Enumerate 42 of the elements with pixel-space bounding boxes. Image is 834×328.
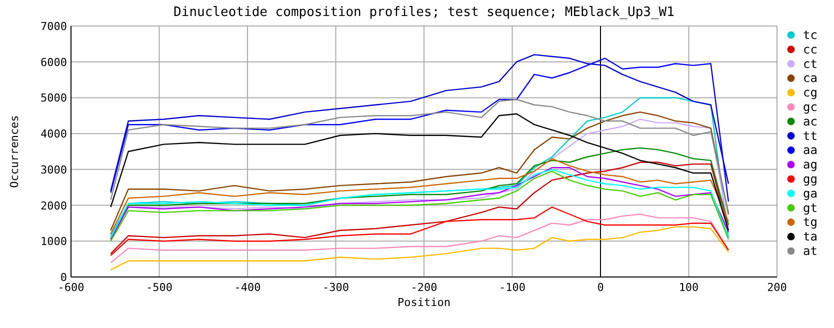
x-tick-label: 0 (597, 281, 604, 294)
legend-label: ac (803, 114, 818, 128)
legend-label: tg (803, 215, 818, 230)
y-tick-label: 1000 (40, 235, 67, 248)
legend-label: ga (803, 186, 818, 200)
line-series (110, 158, 730, 235)
y-tick-label: 3000 (40, 163, 67, 176)
legend-label: tc (803, 28, 818, 42)
legend-label: ag (803, 158, 818, 172)
legend-label: aa (803, 143, 818, 158)
y-tick-label: 2000 (40, 199, 67, 212)
x-tick-label: -600 (58, 281, 84, 294)
legend-label: tt (803, 128, 818, 143)
legend-label: ca (803, 71, 818, 86)
y-tick-label: 7000 (40, 20, 67, 33)
legend-label: ta (803, 230, 818, 244)
x-tick-label: -400 (234, 281, 261, 294)
y-tick-label: 5000 (40, 92, 67, 105)
legend-label: gg (803, 172, 818, 186)
x-tick-label: -100 (499, 281, 526, 294)
legend-label: ct (803, 56, 818, 71)
y-tick-label: 4000 (40, 128, 67, 141)
line-series (110, 98, 730, 214)
line-series (110, 226, 730, 270)
legend-label: gc (803, 100, 818, 114)
line-series (110, 162, 730, 254)
y-tick-label: 6000 (40, 56, 67, 69)
chart-title: Dinucleotide composition profiles; test sequence; MEblack_Up3_W1 (174, 5, 674, 20)
x-tick-label: -500 (146, 281, 172, 294)
legend-label: gt (803, 200, 818, 215)
x-axis-title: Position (398, 296, 450, 309)
y-axis-title: Occurrences (8, 115, 21, 188)
line-series (110, 214, 730, 264)
legend-label: cg (803, 86, 818, 100)
x-tick-label: 100 (678, 281, 699, 294)
y-tick-label: 0 (60, 271, 67, 284)
line-series (110, 206, 730, 256)
x-tick-label: -200 (410, 281, 438, 294)
x-tick-label: 200 (767, 281, 787, 294)
x-tick-label: -300 (322, 281, 349, 294)
legend-label: at (803, 244, 818, 258)
legend-label: cc (803, 42, 818, 56)
